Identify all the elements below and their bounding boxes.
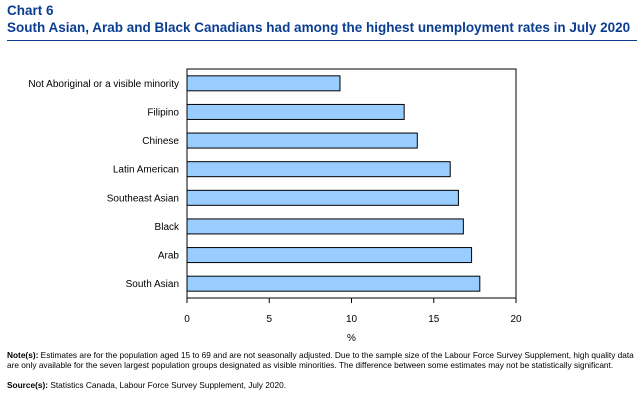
bar-2 bbox=[186, 132, 418, 149]
category-label-4: Southeast Asian bbox=[107, 193, 179, 204]
bar-3 bbox=[186, 161, 451, 178]
chart-number: Chart 6 bbox=[7, 3, 54, 18]
x-tick-label-0: 0 bbox=[184, 314, 190, 325]
chart-notes: Note(s): Estimates are for the populatio… bbox=[7, 350, 635, 370]
category-label-6: Arab bbox=[158, 251, 180, 262]
source-text: Statistics Canada, Labour Force Survey S… bbox=[50, 380, 287, 390]
bar-1 bbox=[186, 103, 405, 120]
category-label-0: Not Aboriginal or a visible minority bbox=[28, 79, 179, 90]
bar-5 bbox=[186, 218, 464, 235]
category-label-2: Chinese bbox=[142, 136, 179, 147]
chart-source: Source(s): Statistics Canada, Labour For… bbox=[7, 380, 635, 390]
title-divider bbox=[7, 40, 637, 41]
category-label-7: South Asian bbox=[126, 279, 179, 290]
category-label-5: Black bbox=[155, 222, 180, 233]
x-tick-label-4: 20 bbox=[510, 314, 522, 325]
x-tick-label-1: 5 bbox=[266, 314, 272, 325]
source-label: Source(s): bbox=[7, 380, 49, 390]
category-label-3: Latin American bbox=[113, 165, 179, 176]
bar-4 bbox=[186, 189, 459, 206]
bar-7 bbox=[186, 275, 481, 292]
plot-frame bbox=[186, 68, 517, 299]
bar-6 bbox=[186, 247, 473, 264]
x-axis-label: % bbox=[347, 333, 356, 344]
notes-label: Note(s): bbox=[7, 350, 39, 360]
category-label-1: Filipino bbox=[147, 107, 179, 118]
notes-text: Estimates are for the population aged 15… bbox=[7, 350, 634, 370]
bar-0 bbox=[186, 75, 341, 92]
x-tick-label-2: 10 bbox=[346, 314, 358, 325]
chart-title: South Asian, Arab and Black Canadians ha… bbox=[7, 20, 631, 35]
x-tick-label-3: 15 bbox=[428, 314, 440, 325]
bar-chart: Not Aboriginal or a visible minority Fili… bbox=[28, 68, 522, 344]
